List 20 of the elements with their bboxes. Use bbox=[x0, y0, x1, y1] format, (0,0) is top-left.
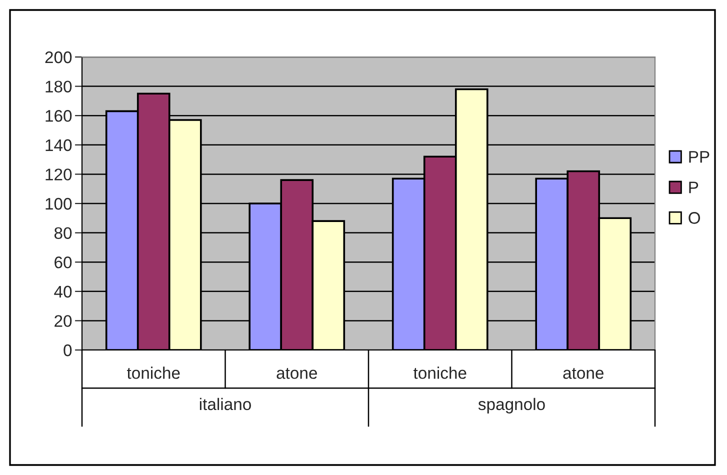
y-tick-label: 180 bbox=[46, 80, 72, 93]
y-tick-label: 40 bbox=[54, 286, 72, 298]
y-tick-label: 0 bbox=[64, 344, 72, 356]
text: italiano bbox=[200, 398, 251, 410]
y-tick-label: 140 bbox=[46, 139, 72, 152]
y-tick-label: 80 bbox=[54, 227, 72, 240]
x-tick-label: atone bbox=[276, 368, 317, 379]
x-tick-label: atone bbox=[563, 368, 604, 379]
text: spagnolo bbox=[478, 398, 545, 414]
y-tick-label: 60 bbox=[54, 256, 72, 268]
y-tick-label: 160 bbox=[46, 110, 72, 122]
y-tick-label: 120 bbox=[46, 168, 72, 180]
legend-label: P bbox=[689, 182, 698, 194]
x-tick-label: toniche bbox=[127, 366, 180, 379]
x-tick-label: toniche bbox=[414, 366, 466, 379]
legend-label: O bbox=[688, 212, 700, 224]
legend-label: PP bbox=[689, 151, 710, 163]
y-tick-label: 20 bbox=[54, 315, 72, 327]
y-tick-label: 200 bbox=[45, 51, 72, 64]
y-tick-label: 100 bbox=[46, 198, 72, 210]
